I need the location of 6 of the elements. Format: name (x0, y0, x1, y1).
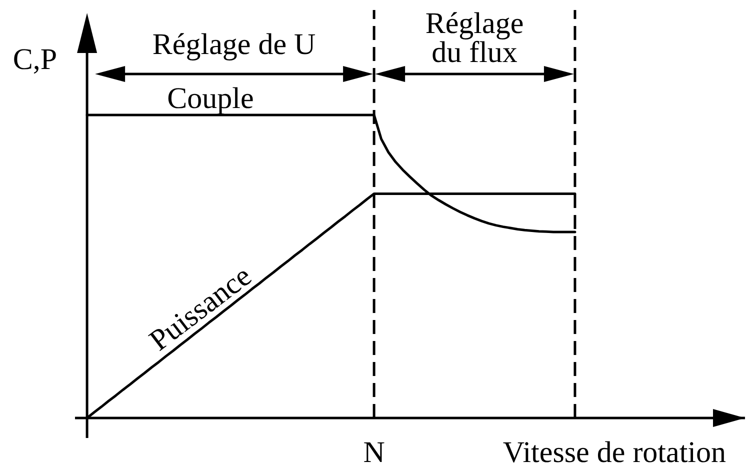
text: Réglage de U (152, 28, 316, 61)
x-axis-title: Vitesse de rotation (502, 436, 726, 466)
y-axis-title: C,P (12, 43, 58, 76)
text: Réglage du flux (425, 7, 524, 69)
text: N (363, 436, 385, 466)
series-label: Couple (167, 82, 254, 115)
